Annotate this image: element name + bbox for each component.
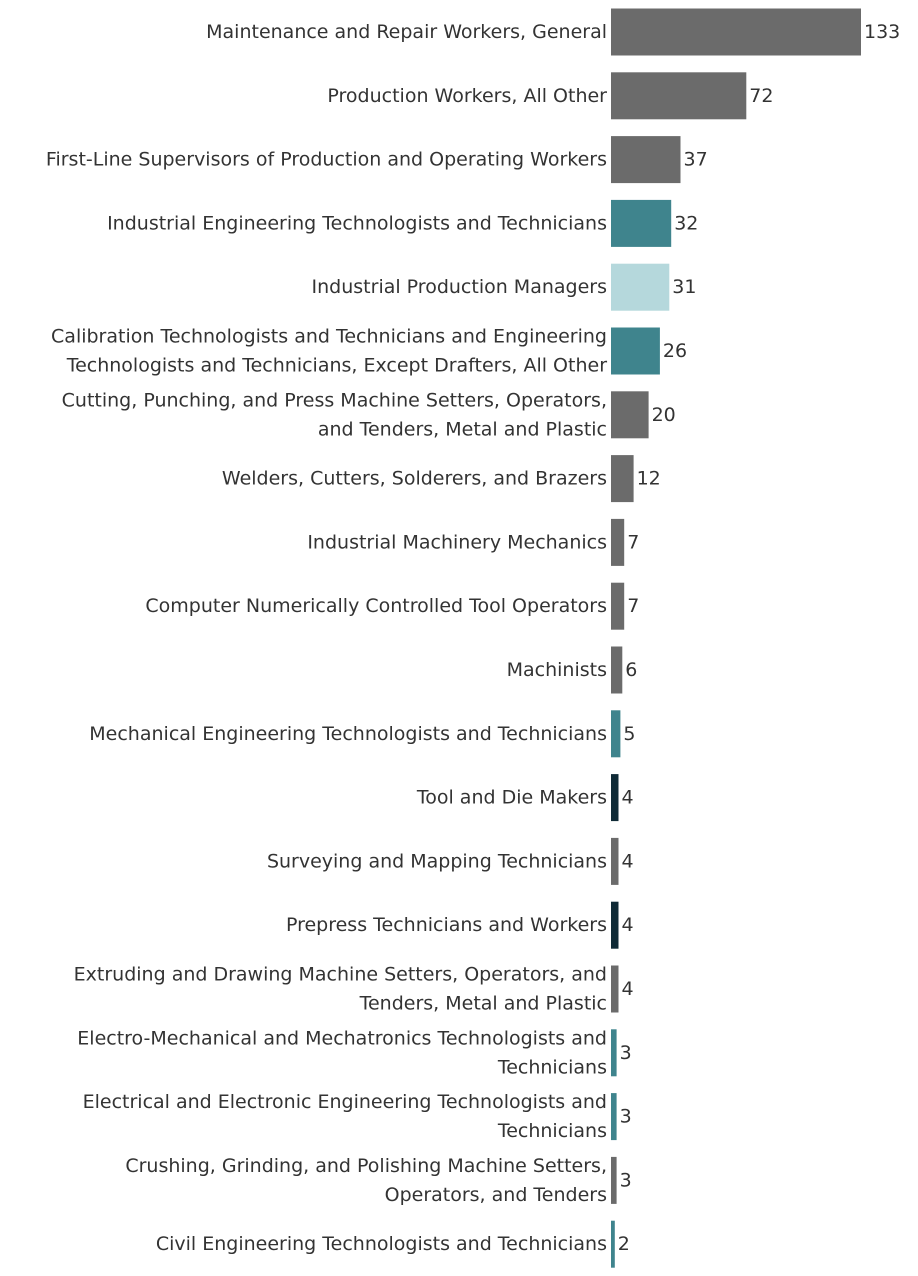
value-label: 2 xyxy=(618,1233,630,1255)
value-label: 4 xyxy=(622,787,634,809)
category-label-line: Industrial Machinery Mechanics xyxy=(307,531,607,553)
value-label: 6 xyxy=(625,659,637,681)
bars-group xyxy=(611,8,861,1268)
category-label: Electrical and Electronic Engineering Te… xyxy=(83,1091,607,1142)
value-label: 133 xyxy=(864,21,900,43)
category-label-line: and Tenders, Metal and Plastic xyxy=(318,418,607,440)
category-label-line: First-Line Supervisors of Production and… xyxy=(46,149,607,171)
category-label-line: Technicians xyxy=(497,1056,607,1078)
bar xyxy=(611,263,670,311)
value-label: 37 xyxy=(684,149,708,171)
category-label-line: Crushing, Grinding, and Polishing Machin… xyxy=(125,1155,607,1177)
category-label-line: Mechanical Engineering Technologists and… xyxy=(89,723,607,745)
bar xyxy=(611,72,747,120)
category-label: Calibration Technologists and Technician… xyxy=(51,326,607,377)
category-label: Machinists xyxy=(507,659,607,681)
category-label: First-Line Supervisors of Production and… xyxy=(46,149,607,171)
category-label: Welders, Cutters, Solderers, and Brazers xyxy=(222,468,607,490)
value-label: 72 xyxy=(749,85,773,107)
bar xyxy=(611,455,634,503)
value-label: 4 xyxy=(622,978,634,1000)
category-label: Prepress Technicians and Workers xyxy=(286,914,607,936)
category-label: Extruding and Drawing Machine Setters, O… xyxy=(74,964,607,1015)
bar xyxy=(611,710,621,758)
bar xyxy=(611,965,619,1013)
bar xyxy=(611,774,619,822)
category-label-line: Technologists and Technicians, Except Dr… xyxy=(66,355,608,377)
category-label-line: Operators, and Tenders xyxy=(385,1184,607,1206)
category-label-line: Maintenance and Repair Workers, General xyxy=(206,21,607,43)
bar xyxy=(611,8,861,56)
category-label-line: Prepress Technicians and Workers xyxy=(286,914,607,936)
category-label-line: Technicians xyxy=(497,1120,607,1142)
value-label: 32 xyxy=(674,212,698,234)
value-label: 4 xyxy=(622,914,634,936)
category-label-line: Calibration Technologists and Technician… xyxy=(51,326,607,348)
category-label-line: Welders, Cutters, Solderers, and Brazers xyxy=(222,468,607,490)
category-label: Maintenance and Repair Workers, General xyxy=(206,21,607,43)
value-label: 3 xyxy=(620,1042,632,1064)
value-label: 26 xyxy=(663,340,687,362)
category-label: Civil Engineering Technologists and Tech… xyxy=(156,1233,607,1255)
bar xyxy=(611,327,660,375)
bar xyxy=(611,199,672,247)
bar xyxy=(611,136,681,184)
category-label-line: Surveying and Mapping Technicians xyxy=(267,850,607,872)
category-label-line: Industrial Production Managers xyxy=(312,276,607,298)
bar xyxy=(611,1156,617,1204)
category-label: Tool and Die Makers xyxy=(416,787,607,809)
value-label: 31 xyxy=(672,276,696,298)
bar xyxy=(611,837,619,885)
category-label-line: Cutting, Punching, and Press Machine Set… xyxy=(62,389,607,411)
category-label: Production Workers, All Other xyxy=(327,85,607,107)
category-label-line: Tool and Die Makers xyxy=(416,787,607,809)
category-label: Electro-Mechanical and Mechatronics Tech… xyxy=(77,1027,607,1078)
bar xyxy=(611,1093,617,1141)
category-label-line: Production Workers, All Other xyxy=(327,85,607,107)
category-label: Crushing, Grinding, and Polishing Machin… xyxy=(125,1155,607,1206)
bar xyxy=(611,391,649,439)
category-label-line: Electrical and Electronic Engineering Te… xyxy=(83,1091,607,1113)
value-label: 3 xyxy=(620,1106,632,1128)
category-label-line: Tenders, Metal and Plastic xyxy=(359,993,607,1015)
category-label-line: Civil Engineering Technologists and Tech… xyxy=(156,1233,607,1255)
bar xyxy=(611,518,625,566)
category-label: Cutting, Punching, and Press Machine Set… xyxy=(62,389,607,440)
category-label: Computer Numerically Controlled Tool Ope… xyxy=(145,595,607,617)
value-label: 4 xyxy=(622,850,634,872)
category-label: Surveying and Mapping Technicians xyxy=(267,850,607,872)
category-labels-group: Maintenance and Repair Workers, General P… xyxy=(46,21,607,1255)
bar xyxy=(611,1220,615,1268)
category-label-line: Industrial Engineering Technologists and… xyxy=(107,212,607,234)
category-label-line: Machinists xyxy=(507,659,607,681)
category-label: Mechanical Engineering Technologists and… xyxy=(89,723,607,745)
category-label-line: Electro-Mechanical and Mechatronics Tech… xyxy=(77,1027,607,1049)
category-label-line: Computer Numerically Controlled Tool Ope… xyxy=(145,595,607,617)
value-label: 5 xyxy=(623,723,635,745)
value-label: 12 xyxy=(637,468,661,490)
category-label: Industrial Production Managers xyxy=(312,276,607,298)
value-label: 7 xyxy=(627,531,639,553)
value-label: 20 xyxy=(652,404,676,426)
bar xyxy=(611,582,625,630)
category-label: Industrial Machinery Mechanics xyxy=(307,531,607,553)
bar xyxy=(611,901,619,949)
bar xyxy=(611,1029,617,1077)
value-label: 7 xyxy=(627,595,639,617)
category-label: Industrial Engineering Technologists and… xyxy=(107,212,607,234)
bar xyxy=(611,646,623,694)
category-label-line: Extruding and Drawing Machine Setters, O… xyxy=(74,964,607,986)
value-label: 3 xyxy=(620,1169,632,1191)
